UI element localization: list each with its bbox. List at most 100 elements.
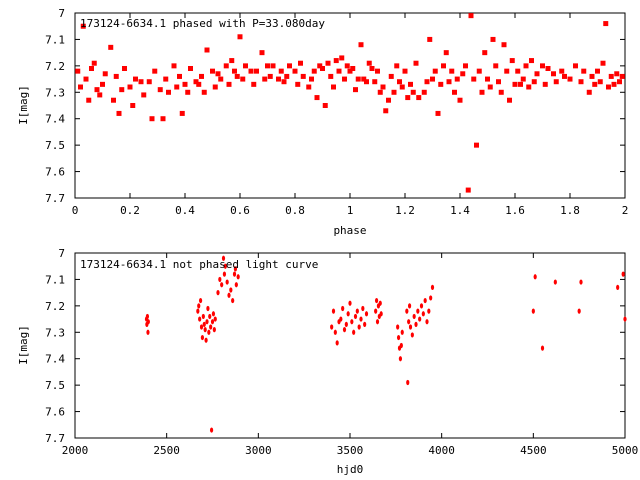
phased-data-point: [270, 63, 276, 69]
phased-data-point: [281, 79, 287, 85]
phased-data-point: [441, 63, 446, 69]
phased-data-point: [578, 79, 584, 85]
phased-data-point: [438, 81, 444, 87]
unphased-data-point: [400, 329, 404, 335]
phased-data-point: [171, 63, 177, 69]
phased-y-tick-label: 7: [58, 7, 65, 20]
phased-x-tick-label: 1.4: [450, 204, 470, 217]
phased-data-point: [567, 76, 573, 82]
unphased-data-point: [231, 297, 235, 304]
phased-data-point: [223, 63, 229, 69]
unphased-data-point: [216, 290, 220, 296]
phased-data-point: [314, 95, 320, 101]
phased-data-point: [460, 71, 466, 77]
phased-plot-ylabel: I[mag]: [17, 85, 30, 125]
unphased-data-point: [406, 379, 410, 386]
unphased-data-point: [341, 305, 345, 312]
phased-data-point: [276, 76, 281, 82]
phased-data-point: [339, 55, 345, 61]
phased-plot-panel: 0 0.2 0.4 0.6 0.8 1 1.2 1.4 1.6 1.8 2 7 7.1 7.2 7.3 7.4…: [17, 7, 628, 237]
unphased-data-point: [335, 340, 339, 346]
phased-data-point: [608, 73, 614, 79]
phased-data-point: [372, 79, 378, 85]
phased-data-point: [523, 63, 529, 69]
unphased-data-point: [416, 308, 420, 314]
unphased-y-tick-label: 7.7: [45, 432, 65, 445]
unphased-data-point: [342, 327, 347, 333]
phased-data-point: [234, 73, 240, 79]
phased-data-point: [347, 68, 353, 74]
phased-data-point: [199, 73, 204, 79]
unphased-data-point: [232, 271, 237, 277]
unphased-data-point: [234, 282, 238, 288]
unphased-data-point: [407, 319, 411, 325]
unphased-data-point: [405, 308, 409, 314]
phased-data-point: [408, 81, 413, 87]
phased-data-point: [331, 84, 336, 90]
phased-data-point: [311, 68, 317, 74]
phased-data-point: [193, 79, 199, 85]
phased-data-point: [80, 23, 86, 29]
phased-data-point: [138, 79, 144, 85]
unphased-data-point: [375, 319, 380, 325]
phased-data-point: [188, 66, 193, 71]
phased-data-point: [589, 73, 595, 79]
unphased-data-point: [396, 324, 400, 330]
phased-data-point: [397, 79, 402, 85]
phased-data-point: [358, 42, 364, 48]
phased-plot-xlabel: phase: [333, 224, 366, 237]
phased-data-point: [600, 60, 606, 66]
phased-data-point: [284, 73, 290, 79]
phased-data-point: [504, 68, 510, 74]
phased-data-point: [515, 68, 521, 74]
phased-data-point: [586, 89, 592, 95]
phased-data-point: [204, 47, 210, 53]
phased-data-point: [391, 89, 397, 95]
unphased-data-point: [203, 327, 207, 333]
phased-data-point: [177, 73, 182, 79]
phased-data-point: [113, 73, 119, 79]
unphased-x-tick-label: 3000: [245, 444, 272, 457]
phased-data-point: [350, 66, 356, 71]
phased-data-point: [421, 89, 427, 95]
phased-data-point: [380, 84, 386, 90]
phased-x-tick-label: 0.6: [230, 204, 250, 217]
unphased-y-tick-label: 7.4: [45, 353, 65, 366]
unphased-data-point: [221, 255, 226, 261]
phased-data-point: [482, 50, 488, 56]
phased-data-point: [487, 84, 493, 90]
unphased-data-point: [209, 324, 213, 330]
unphased-data-point: [540, 345, 545, 351]
unphased-data-point: [374, 297, 379, 304]
unphased-data-point: [227, 292, 231, 298]
unphased-plot-panel: 2000 2500 3000 3500 4000 4500 5000 7 7.1 7.2 7.3 7.…: [17, 247, 638, 476]
phased-data-point: [394, 63, 400, 69]
unphased-data-point: [423, 297, 427, 304]
phased-data-point: [78, 84, 83, 90]
unphased-data-point: [223, 263, 227, 269]
unphased-data-point: [421, 311, 425, 317]
phased-data-point: [619, 73, 625, 79]
unphased-data-point: [348, 300, 352, 306]
phased-data-point: [240, 76, 246, 82]
unphased-data-point: [220, 282, 224, 288]
unphased-data-point: [427, 308, 431, 314]
unphased-data-point: [430, 284, 435, 290]
phased-data-point: [232, 68, 237, 74]
phased-data-point: [501, 42, 507, 48]
phased-data-point: [468, 13, 474, 19]
phased-data-point: [446, 79, 452, 85]
unphased-data-point: [399, 342, 403, 349]
unphased-data-point: [199, 324, 204, 330]
unphased-data-point: [374, 308, 378, 314]
unphased-data-point: [209, 427, 214, 433]
unphased-y-tick-label: 7: [58, 247, 65, 260]
phased-data-point: [309, 76, 314, 82]
unphased-data-point: [533, 274, 537, 280]
phased-data-point: [75, 68, 81, 74]
unphased-data-point: [353, 313, 358, 320]
phased-data-point: [457, 97, 463, 103]
phased-data-point: [559, 68, 565, 74]
phased-data-point: [551, 71, 556, 77]
phased-data-point: [97, 92, 103, 98]
